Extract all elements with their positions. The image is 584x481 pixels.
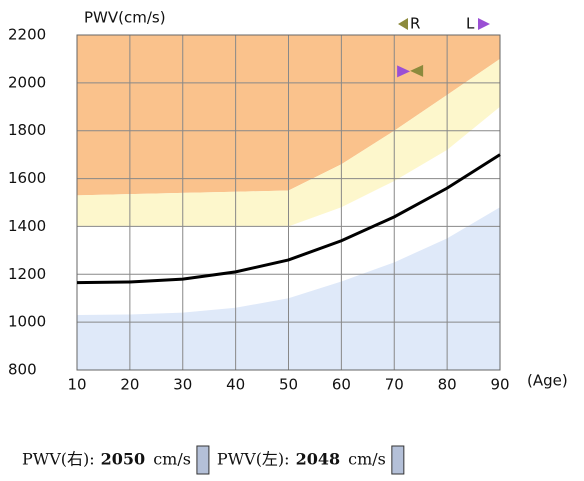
y-tick-label: 1800 bbox=[8, 121, 46, 139]
x-tick-label: 40 bbox=[226, 376, 245, 394]
y-tick-label: 2200 bbox=[8, 26, 46, 44]
x-tick-label: 90 bbox=[490, 376, 509, 394]
marker-right bbox=[410, 64, 424, 77]
legend-symbol bbox=[398, 18, 408, 30]
x-tick-label: 20 bbox=[120, 376, 139, 394]
legend-label: L bbox=[466, 15, 475, 33]
x-axis-label: (Age) bbox=[527, 372, 568, 390]
reading-unit: cm/s bbox=[348, 450, 386, 469]
x-tick-label: 60 bbox=[332, 376, 351, 394]
x-tick-label: 80 bbox=[438, 376, 457, 394]
marker-left bbox=[397, 65, 411, 78]
y-tick-label: 800 bbox=[8, 361, 37, 379]
x-tick-label: 10 bbox=[67, 376, 86, 394]
reading-label: PWV(右): bbox=[22, 450, 95, 469]
y-tick-label: 1000 bbox=[8, 313, 46, 331]
y-tick-label: 1200 bbox=[8, 265, 46, 283]
x-tick-label: 70 bbox=[385, 376, 404, 394]
legend-symbol bbox=[478, 18, 490, 30]
reading-value: 2050 bbox=[101, 450, 146, 469]
reading-value: 2048 bbox=[296, 450, 341, 469]
x-tick-label: 50 bbox=[279, 376, 298, 394]
normal-line bbox=[76, 153, 501, 285]
y-axis-label: PWV(cm/s) bbox=[84, 9, 166, 27]
reading-unit: cm/s bbox=[153, 450, 191, 469]
reading-box bbox=[391, 445, 405, 475]
legend-label: R bbox=[410, 15, 420, 33]
y-tick-label: 2000 bbox=[8, 73, 46, 91]
x-tick-label: 30 bbox=[173, 376, 192, 394]
y-tick-label: 1400 bbox=[8, 217, 46, 235]
y-tick-label: 1600 bbox=[8, 169, 46, 187]
reading-box bbox=[196, 445, 210, 475]
plot-border bbox=[76, 34, 501, 371]
reading-label: PWV(左): bbox=[217, 450, 290, 469]
